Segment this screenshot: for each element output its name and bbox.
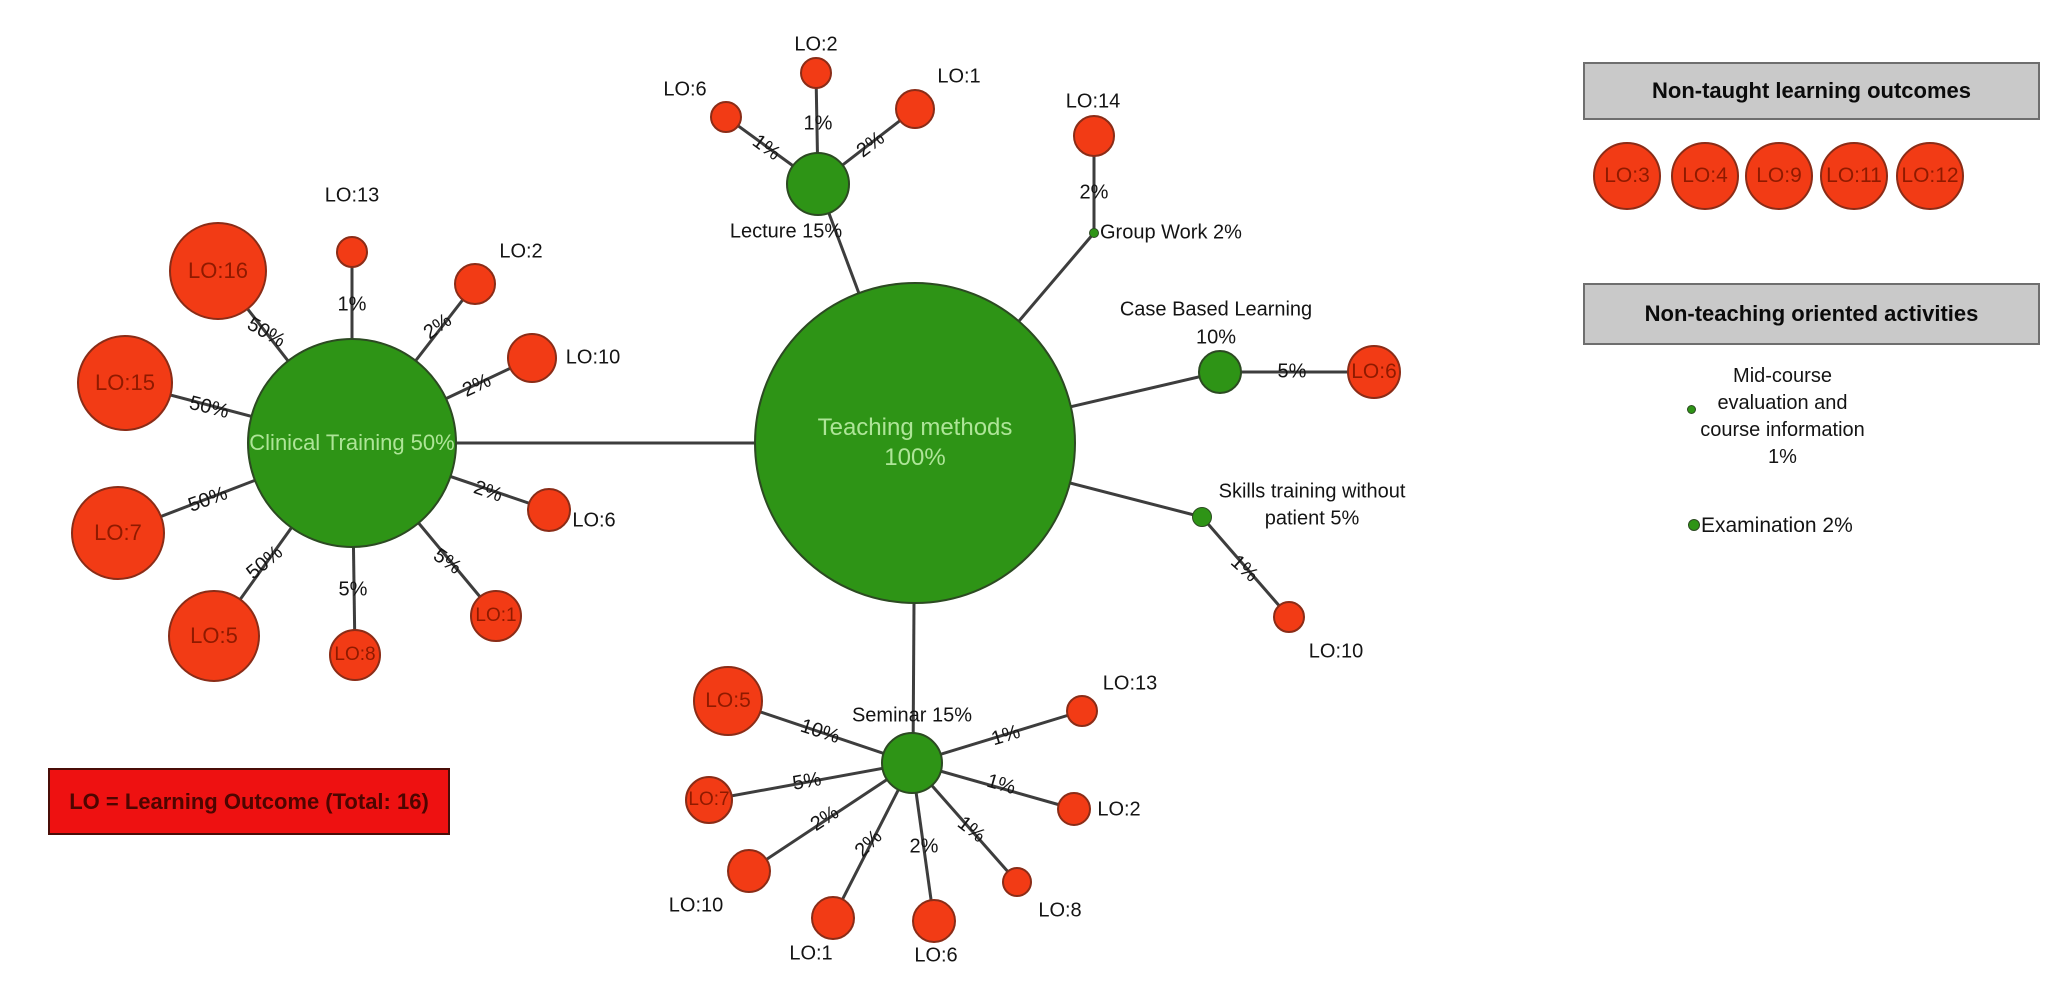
teaching-methods-label: Teaching methods 100% xyxy=(817,414,1013,471)
seminar-lo13-label: LO:13 xyxy=(1102,672,1158,695)
node-seminar-lo10 xyxy=(727,849,771,893)
node-seminar xyxy=(881,732,943,794)
clinical-lo1-label: LO:1 xyxy=(475,605,517,627)
midcourse-label: Mid-course evaluation and course informa… xyxy=(1700,365,1865,468)
clinical-lo16-label: LO:16 xyxy=(188,258,248,284)
node-seminar-lo1 xyxy=(811,896,855,940)
clinical-training-label: Clinical Training 50% xyxy=(249,430,455,456)
non-teaching-header: Non-teaching oriented activities xyxy=(1583,283,2040,345)
node-seminar-lo13 xyxy=(1066,695,1098,727)
edge-skills-lo10 xyxy=(1200,516,1291,618)
seminar-lo6-pct: 2% xyxy=(909,835,939,858)
node-teaching-methods: Teaching methods 100% xyxy=(754,282,1076,604)
node-case-based-learning xyxy=(1198,350,1242,394)
node-clinical-lo7: LO:7 xyxy=(71,486,165,580)
cbl-lo6-pct: 5% xyxy=(1277,360,1307,383)
node-nontaught-lo9: LO:9 xyxy=(1745,142,1813,210)
clinical-lo15-label: LO:15 xyxy=(95,370,155,396)
clinical-lo10-label: LO:10 xyxy=(565,346,621,369)
seminar-lo2-label: LO:2 xyxy=(1097,798,1141,821)
node-seminar-lo2 xyxy=(1057,792,1091,826)
node-cbl-lo6: LO:6 xyxy=(1347,345,1401,399)
node-nontaught-lo4: LO:4 xyxy=(1671,142,1739,210)
seminar-lo7-pct: 5% xyxy=(790,768,824,795)
nontaught-lo9-label: LO:9 xyxy=(1756,163,1802,187)
node-seminar-lo6 xyxy=(912,899,956,943)
cbl-lo6-label: LO:6 xyxy=(1351,359,1397,383)
node-nontaught-lo3: LO:3 xyxy=(1593,142,1661,210)
lecture-lo1-label: LO:1 xyxy=(937,65,981,88)
lecture-label: Lecture 15% xyxy=(729,220,843,243)
node-clinical-lo8: LO:8 xyxy=(329,629,381,681)
clinical-lo6-label: LO:6 xyxy=(572,509,616,532)
edge-seminar-lo7 xyxy=(708,761,913,802)
node-clinical-lo6 xyxy=(527,488,571,532)
skills-training-label-line2: patient 5% xyxy=(1264,507,1360,530)
groupwork-lo14-label: LO:14 xyxy=(1065,90,1121,113)
node-clinical-lo15: LO:15 xyxy=(77,335,173,431)
non-teaching-header-label: Non-teaching oriented activities xyxy=(1644,301,1979,326)
nontaught-lo11-label: LO:11 xyxy=(1826,163,1882,187)
clinical-lo13-pct: 1% xyxy=(337,293,367,316)
node-nontaught-lo11: LO:11 xyxy=(1820,142,1888,210)
legend-box: LO = Learning Outcome (Total: 16) xyxy=(48,768,450,835)
lecture-lo6-label: LO:6 xyxy=(663,78,707,101)
seminar-lo8-label: LO:8 xyxy=(1038,899,1082,922)
group-work-label: Group Work 2% xyxy=(1100,221,1242,244)
examination-label: Examination 2% xyxy=(1701,514,1853,537)
edge-seminar-lo10 xyxy=(748,761,913,873)
non-taught-header: Non-taught learning outcomes xyxy=(1583,62,2040,120)
clinical-lo8-pct: 5% xyxy=(338,578,368,601)
legend-text: LO = Learning Outcome (Total: 16) xyxy=(69,788,429,814)
node-clinical-lo16: LO:16 xyxy=(169,222,267,320)
lecture-lo2-label: LO:2 xyxy=(794,33,838,56)
node-clinical-lo13 xyxy=(336,236,368,268)
clinical-lo2-label: LO:2 xyxy=(499,240,543,263)
node-skills-training xyxy=(1192,507,1212,527)
non-taught-header-label: Non-taught learning outcomes xyxy=(1652,78,1971,103)
node-lecture-lo1 xyxy=(895,89,935,129)
case-based-learning-label-line1: Case Based Learning xyxy=(1119,298,1313,321)
node-clinical-lo1: LO:1 xyxy=(470,590,522,642)
examination-dot xyxy=(1688,519,1700,531)
clinical-lo7-label: LO:7 xyxy=(94,520,142,546)
node-clinical-lo10 xyxy=(507,333,557,383)
skills-training-label-line1: Skills training without xyxy=(1218,480,1406,503)
node-seminar-lo7: LO:7 xyxy=(685,776,733,824)
nontaught-lo4-label: LO:4 xyxy=(1682,163,1728,187)
node-clinical-training: Clinical Training 50% xyxy=(247,338,457,548)
node-nontaught-lo12: LO:12 xyxy=(1896,142,1964,210)
node-seminar-lo5: LO:5 xyxy=(693,666,763,736)
case-based-learning-label-line2: 10% xyxy=(1195,326,1237,349)
node-group-work xyxy=(1089,228,1099,238)
nontaught-lo3-label: LO:3 xyxy=(1604,163,1650,187)
node-groupwork-lo14 xyxy=(1073,115,1115,157)
seminar-lo5-label: LO:5 xyxy=(705,688,751,712)
clinical-lo5-label: LO:5 xyxy=(190,623,238,649)
skills-lo10-label: LO:10 xyxy=(1308,640,1364,663)
node-seminar-lo8 xyxy=(1002,867,1032,897)
seminar-lo7-label: LO:7 xyxy=(688,789,730,811)
seminar-lo6-label: LO:6 xyxy=(914,944,958,967)
node-clinical-lo2 xyxy=(454,263,496,305)
groupwork-lo14-pct: 2% xyxy=(1079,181,1109,204)
clinical-lo8-label: LO:8 xyxy=(334,644,376,666)
lecture-lo2-pct: 1% xyxy=(803,112,833,135)
seminar-label: Seminar 15% xyxy=(851,704,973,727)
node-lecture-lo6 xyxy=(710,101,742,133)
node-lecture-lo2 xyxy=(800,57,832,89)
node-lecture xyxy=(786,152,850,216)
seminar-lo1-label: LO:1 xyxy=(789,942,833,965)
midcourse-dot xyxy=(1687,405,1696,414)
node-skills-lo10 xyxy=(1273,601,1305,633)
nontaught-lo12-label: LO:12 xyxy=(1901,163,1959,187)
node-clinical-lo5: LO:5 xyxy=(168,590,260,682)
seminar-lo10-label: LO:10 xyxy=(668,894,724,917)
clinical-lo13-label: LO:13 xyxy=(324,184,380,207)
